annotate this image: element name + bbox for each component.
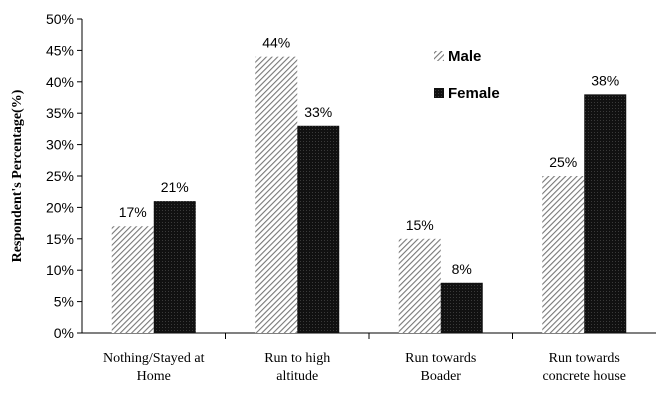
x-category-label: altitude <box>276 369 318 384</box>
y-tick-label: 40% <box>46 74 74 90</box>
y-tick-label: 10% <box>46 262 74 278</box>
bar-male-2 <box>398 238 441 333</box>
bar-male-1 <box>255 56 298 334</box>
x-category-label: Home <box>137 369 171 384</box>
y-axis-title: Respondent's Percentage(%) <box>10 89 25 262</box>
legend-swatch-male <box>434 51 444 61</box>
x-category-label: Run towards <box>549 351 620 366</box>
data-label: 15% <box>406 217 434 233</box>
y-tick-label: 0% <box>54 325 74 341</box>
y-tick-label: 15% <box>46 231 74 247</box>
x-category-label: Nothing/Stayed at <box>103 351 205 366</box>
y-tick-label: 30% <box>46 137 74 153</box>
bar-male-3 <box>542 176 585 333</box>
x-category-label: concrete house <box>542 369 626 384</box>
x-category-label: Run to high <box>264 351 330 366</box>
data-label: 44% <box>262 35 290 51</box>
y-tick-label: 35% <box>46 105 74 121</box>
y-tick-label: 20% <box>46 199 74 215</box>
bar-female-0 <box>153 201 196 333</box>
legend-swatch-female <box>434 88 444 98</box>
y-tick-label: 45% <box>46 42 74 58</box>
y-tick-label: 25% <box>46 168 74 184</box>
legend-label-female: Female <box>448 85 500 102</box>
bar-female-3 <box>584 94 627 333</box>
bar-female-1 <box>297 125 340 333</box>
data-label: 8% <box>452 261 472 277</box>
y-tick-label: 5% <box>54 294 74 310</box>
bar-male-0 <box>111 226 154 333</box>
y-tick-label: 50% <box>46 11 74 27</box>
data-label: 33% <box>304 104 332 120</box>
data-label: 17% <box>119 204 147 220</box>
data-label: 21% <box>161 179 189 195</box>
x-category-label: Run towards <box>405 351 476 366</box>
bar-female-2 <box>440 282 483 333</box>
data-label: 38% <box>591 72 619 88</box>
legend-label-male: Male <box>448 48 481 65</box>
data-label: 25% <box>549 154 577 170</box>
x-category-label: Boader <box>421 369 462 384</box>
